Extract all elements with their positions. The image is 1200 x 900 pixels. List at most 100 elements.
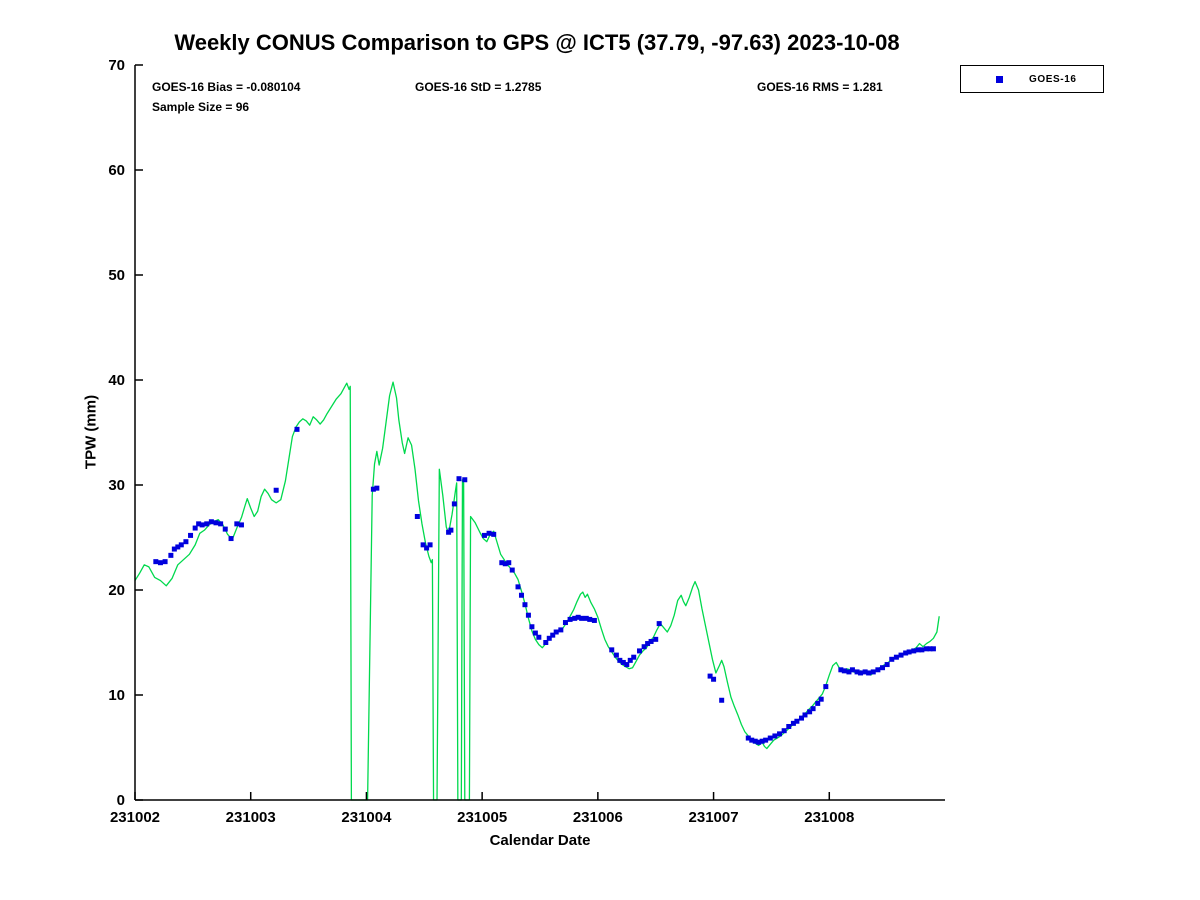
- goes16-data-point: [424, 545, 430, 551]
- goes16-data-point: [752, 738, 758, 744]
- goes16-data-point: [799, 715, 805, 721]
- goes16-data-point: [781, 728, 787, 734]
- goes16-data-point: [911, 648, 917, 654]
- goes16-data-point: [543, 640, 549, 645]
- goes16-data-point: [218, 521, 224, 527]
- goes16-data-point: [238, 522, 244, 528]
- goes16-data-point: [567, 616, 573, 622]
- goes16-data-point: [903, 650, 909, 656]
- goes16-data-point: [491, 531, 497, 537]
- x-tick-label: 231005: [457, 809, 507, 826]
- goes16-data-point: [815, 700, 821, 706]
- goes16-data-point: [525, 612, 531, 618]
- goes16-data-point: [509, 567, 515, 573]
- goes16-data-point: [204, 521, 210, 527]
- annotation-rms: GOES-16 RMS = 1.281: [757, 80, 883, 94]
- goes16-data-point: [786, 724, 792, 729]
- goes16-data-point: [846, 669, 852, 675]
- goes16-data-point: [707, 673, 713, 679]
- goes16-data-point: [790, 720, 796, 726]
- goes16-data-point: [591, 617, 597, 623]
- legend: GOES-16: [960, 65, 1104, 93]
- goes16-data-point: [273, 487, 279, 493]
- goes16-data-point: [898, 652, 904, 658]
- goes16-data-point: [823, 684, 829, 690]
- goes16-data-point: [558, 627, 564, 633]
- goes16-data-point: [532, 630, 538, 636]
- goes16-data-point: [208, 519, 214, 525]
- goes16-data-point: [502, 561, 508, 567]
- goes16-data-point: [414, 514, 420, 519]
- goes16-data-point: [529, 624, 535, 630]
- goes16-data-point: [802, 712, 808, 718]
- goes16-data-point: [499, 560, 505, 566]
- goes16-data-point: [157, 560, 163, 566]
- goes16-data-point: [767, 735, 773, 741]
- annotation-bias: GOES-16 Bias = -0.080104: [152, 80, 301, 94]
- y-tick-label: 10: [108, 687, 125, 704]
- goes16-data-point: [456, 476, 462, 482]
- goes16-data-point: [587, 616, 593, 622]
- goes16-data-point: [711, 676, 717, 682]
- goes16-data-point: [875, 667, 881, 673]
- x-tick-label: 231004: [341, 809, 392, 826]
- goes16-data-point: [427, 542, 433, 548]
- goes16-data-point: [862, 669, 868, 675]
- goes16-data-point: [889, 656, 895, 662]
- goes16-data-point: [880, 665, 886, 671]
- y-tick-label: 70: [108, 57, 125, 74]
- goes16-data-point: [772, 733, 778, 739]
- goes16-data-point: [178, 542, 184, 548]
- goes16-data-point: [641, 644, 647, 650]
- legend-label: GOES-16: [1029, 73, 1077, 85]
- goes16-data-point: [893, 654, 899, 660]
- goes16-data-point: [506, 560, 512, 566]
- goes16-data-point: [927, 646, 933, 652]
- goes16-data-point: [448, 527, 454, 533]
- goes16-data-point: [518, 592, 524, 598]
- goes16-data-point: [370, 486, 376, 492]
- goes16-data-point: [546, 635, 552, 641]
- goes16-data-point: [648, 638, 654, 644]
- goes16-data-point: [228, 536, 234, 542]
- goes16-data-point: [486, 530, 492, 536]
- goes16-data-point: [199, 522, 205, 528]
- x-tick-label: 231002: [110, 809, 160, 826]
- annotation-std: GOES-16 StD = 1.2785: [415, 80, 542, 94]
- goes16-data-point: [481, 532, 487, 538]
- y-tick-label: 40: [108, 372, 125, 389]
- goes16-data-point: [818, 696, 824, 702]
- goes16-data-point: [631, 654, 637, 660]
- goes16-data-point: [579, 615, 585, 621]
- goes16-data-point: [234, 521, 240, 527]
- goes16-data-point: [553, 629, 559, 635]
- goes16-data-point: [572, 615, 578, 621]
- goes16-data-point: [866, 670, 872, 676]
- goes16-data-point: [858, 670, 864, 676]
- goes16-data-point: [745, 735, 751, 741]
- goes16-data-point: [841, 668, 847, 674]
- goes16-data-point: [763, 737, 769, 743]
- goes16-data-point: [906, 649, 912, 655]
- annotation-sample-size: Sample Size = 96: [152, 100, 250, 114]
- x-tick-label: 231007: [689, 809, 739, 826]
- goes16-data-point: [613, 652, 619, 658]
- y-tick-label: 50: [108, 267, 125, 284]
- goes16-data-point: [930, 646, 936, 652]
- goes16-data-point: [915, 647, 921, 653]
- goes16-data-point: [188, 532, 194, 538]
- goes16-data-point: [854, 669, 860, 675]
- goes16-data-point: [192, 525, 198, 531]
- y-axis-label: TPW (mm): [82, 394, 100, 470]
- goes16-data-point: [627, 657, 633, 663]
- goes16-data-point: [162, 559, 168, 565]
- goes16-data-point: [562, 620, 568, 626]
- goes16-data-point: [168, 552, 174, 558]
- goes16-data-point: [807, 709, 813, 715]
- y-tick-label: 0: [117, 792, 125, 809]
- goes16-data-point: [656, 621, 662, 627]
- y-tick-label: 30: [108, 477, 125, 494]
- x-tick-label: 231003: [226, 809, 276, 826]
- goes16-data-point: [923, 646, 929, 652]
